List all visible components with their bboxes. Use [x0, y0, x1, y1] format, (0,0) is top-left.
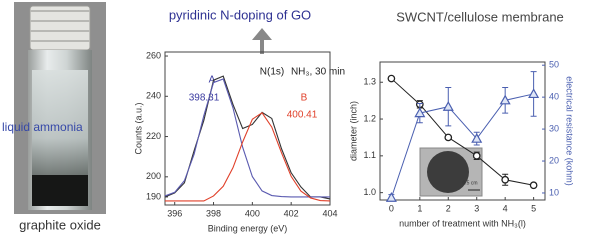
marker: [502, 177, 508, 183]
marker: [530, 182, 536, 188]
y2-tick-label: 40: [549, 92, 559, 102]
annotation: 398.31: [189, 93, 220, 104]
y2-tick-label: 10: [549, 187, 559, 197]
annotation: NH₃, 30 min: [291, 67, 345, 78]
x-tick-label: 5: [531, 203, 536, 213]
marker: [444, 102, 453, 110]
y-axis-label: Counts (a.u.): [133, 102, 143, 154]
photo-caption: graphite oxide: [19, 217, 101, 232]
y-tick-label: 1.3: [363, 77, 376, 87]
x-tick-label: 0: [389, 203, 394, 213]
y-tick-label: 1.0: [363, 187, 376, 197]
inset-label: 0.5 cm: [462, 180, 477, 186]
x-axis-label: Binding energy (eV): [208, 223, 288, 233]
x-tick-label: 398: [206, 208, 221, 218]
x-tick-label: 4: [503, 203, 508, 213]
x-tick-label: 400: [245, 208, 260, 218]
y-tick-label: 200: [146, 171, 161, 181]
y-axis-label: diameter (inch): [348, 101, 358, 161]
y2-tick-label: 30: [549, 123, 559, 133]
x-tick-label: 3: [474, 203, 479, 213]
y-tick-label: 190: [146, 191, 161, 201]
y2-axis-label: electrical resistance (kohm): [565, 76, 575, 186]
chart-title: pyridinic N-doping of GO: [169, 7, 311, 22]
annotation: 400.41: [287, 110, 318, 121]
figure: liquid ammonia graphite oxide pyridinic …: [0, 0, 614, 242]
vial-photo: [14, 2, 106, 214]
y2-tick-label: 50: [549, 60, 559, 70]
photo-label: liquid ammonia: [2, 120, 83, 134]
inset-disc: [427, 151, 469, 193]
marker: [474, 153, 480, 159]
arrow: [252, 28, 272, 54]
marker: [445, 134, 451, 140]
x-tick-label: 396: [167, 208, 182, 218]
chart-title: SWCNT/cellulose membrane: [396, 9, 564, 24]
y-tick-label: 1.1: [363, 150, 376, 160]
y-tick-label: 1.2: [363, 113, 376, 123]
x-tick-label: 1: [417, 203, 422, 213]
x-tick-label: 404: [322, 208, 337, 218]
x-axis-label: number of treatment with NH₃(l): [399, 218, 526, 228]
y2-tick-label: 20: [549, 155, 559, 165]
marker: [529, 89, 538, 97]
x-tick-label: 2: [446, 203, 451, 213]
annotation: B: [301, 93, 308, 104]
marker: [388, 75, 394, 81]
y-tick-label: 220: [146, 131, 161, 141]
y-tick-label: 260: [146, 50, 161, 60]
annotation: N(1s): [260, 67, 284, 78]
x-tick-label: 402: [284, 208, 299, 218]
marker: [387, 193, 396, 201]
y-tick-label: 240: [146, 91, 161, 101]
